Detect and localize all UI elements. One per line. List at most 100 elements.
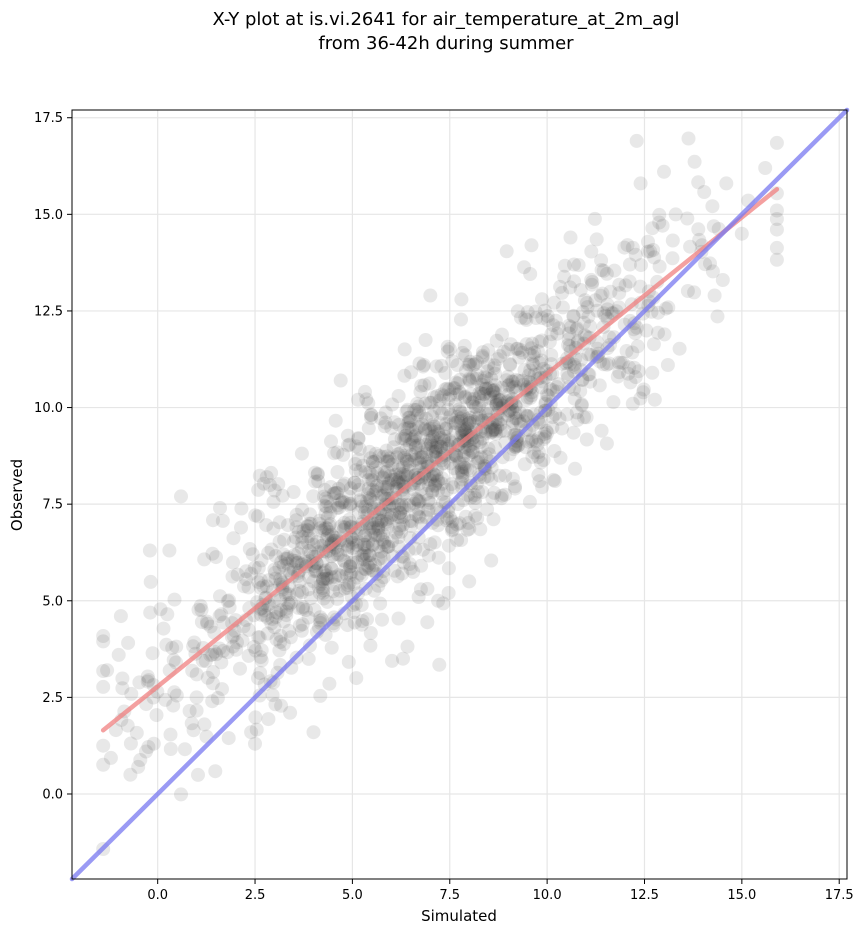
scatter-point bbox=[230, 567, 245, 582]
scatter-point bbox=[461, 441, 475, 456]
scatter-point bbox=[275, 488, 290, 503]
scatter-point bbox=[230, 635, 244, 650]
scatter-point bbox=[502, 357, 517, 371]
scatter-point bbox=[324, 528, 339, 542]
scatter-point bbox=[460, 522, 475, 537]
scatter-point bbox=[354, 548, 369, 563]
scatter-point bbox=[322, 676, 337, 691]
scatter-point bbox=[453, 404, 468, 419]
scatter-point bbox=[391, 530, 406, 545]
scatter-point bbox=[332, 500, 347, 515]
scatter-point bbox=[108, 723, 123, 738]
scatter-point bbox=[351, 535, 366, 549]
scatter-point bbox=[392, 470, 407, 485]
scatter-point bbox=[652, 207, 667, 222]
scatter-point bbox=[381, 454, 396, 469]
scatter-point bbox=[371, 522, 386, 537]
scatter-point bbox=[457, 460, 472, 475]
scatter-point bbox=[352, 566, 367, 581]
scatter-point bbox=[400, 639, 415, 654]
scatter-point bbox=[466, 436, 481, 451]
scatter-point bbox=[378, 480, 393, 494]
scatter-point bbox=[540, 425, 555, 440]
scatter-point bbox=[562, 339, 577, 354]
scatter-point bbox=[629, 133, 644, 148]
scatter-point bbox=[566, 425, 581, 440]
scatter-point bbox=[123, 767, 138, 782]
scatter-point bbox=[526, 349, 541, 364]
scatter-point bbox=[373, 596, 388, 611]
scatter-point bbox=[381, 479, 396, 494]
scatter-point bbox=[289, 520, 304, 535]
scatter-point bbox=[579, 432, 594, 447]
scatter-point bbox=[357, 540, 372, 555]
scatter-point bbox=[320, 594, 335, 609]
scatter-point bbox=[310, 466, 325, 481]
scatter-point bbox=[289, 507, 304, 522]
scatter-point bbox=[558, 258, 572, 273]
scatter-point bbox=[376, 449, 391, 464]
scatter-point bbox=[252, 630, 267, 645]
scatter-point bbox=[371, 539, 386, 554]
scatter-point bbox=[380, 512, 395, 526]
scatter-point bbox=[286, 534, 301, 549]
scatter-point bbox=[530, 437, 545, 452]
scatter-point bbox=[603, 284, 618, 299]
scatter-point bbox=[551, 377, 566, 392]
scatter-point bbox=[272, 643, 287, 658]
scatter-point bbox=[429, 468, 444, 483]
scatter-point bbox=[399, 452, 414, 467]
scatter-point bbox=[260, 610, 275, 625]
scatter-point bbox=[496, 344, 511, 359]
scatter-point bbox=[484, 425, 499, 440]
scatter-point bbox=[393, 510, 408, 525]
scatter-point bbox=[489, 426, 503, 441]
scatter-point bbox=[295, 529, 310, 544]
scatter-point bbox=[519, 312, 534, 327]
scatter-point bbox=[577, 293, 592, 308]
scatter-point bbox=[537, 427, 552, 441]
scatter-point bbox=[483, 391, 498, 405]
scatter-point bbox=[269, 632, 284, 647]
scatter-point bbox=[276, 637, 291, 651]
scatter-point bbox=[299, 522, 314, 537]
scatter-point bbox=[634, 258, 648, 273]
scatter-point bbox=[347, 475, 362, 490]
scatter-point bbox=[544, 348, 559, 363]
scatter-point bbox=[427, 479, 442, 493]
scatter-point bbox=[380, 464, 395, 479]
scatter-point bbox=[389, 450, 404, 465]
scatter-point bbox=[618, 278, 633, 293]
scatter-point bbox=[411, 493, 426, 508]
scatter-point bbox=[413, 582, 428, 597]
scatter-point bbox=[422, 421, 437, 436]
scatter-point bbox=[606, 395, 621, 410]
scatter-point bbox=[433, 440, 448, 454]
scatter-point bbox=[460, 412, 475, 427]
scatter-point bbox=[276, 614, 291, 629]
scatter-point bbox=[462, 438, 477, 453]
scatter-point bbox=[553, 279, 568, 294]
scatter-point bbox=[141, 740, 156, 754]
scatter-point bbox=[123, 736, 138, 751]
scatter-point bbox=[512, 405, 527, 420]
scatter-point bbox=[377, 488, 392, 503]
scatter-point bbox=[304, 591, 318, 605]
scatter-point bbox=[454, 533, 469, 548]
scatter-point bbox=[577, 410, 591, 425]
scatter-point bbox=[405, 514, 419, 529]
scatter-point bbox=[438, 366, 453, 380]
scatter-point bbox=[428, 444, 443, 459]
scatter-point bbox=[418, 421, 432, 436]
scatter-point bbox=[422, 473, 437, 487]
scatter-point bbox=[174, 787, 188, 802]
scatter-point bbox=[319, 521, 333, 535]
scatter-point bbox=[474, 450, 489, 465]
scatter-point bbox=[354, 494, 369, 509]
scatter-point bbox=[489, 397, 504, 412]
scatter-point bbox=[124, 686, 139, 701]
scatter-point bbox=[328, 486, 343, 500]
scatter-point bbox=[272, 560, 287, 575]
scatter-point bbox=[440, 511, 455, 526]
scatter-point bbox=[641, 234, 655, 249]
